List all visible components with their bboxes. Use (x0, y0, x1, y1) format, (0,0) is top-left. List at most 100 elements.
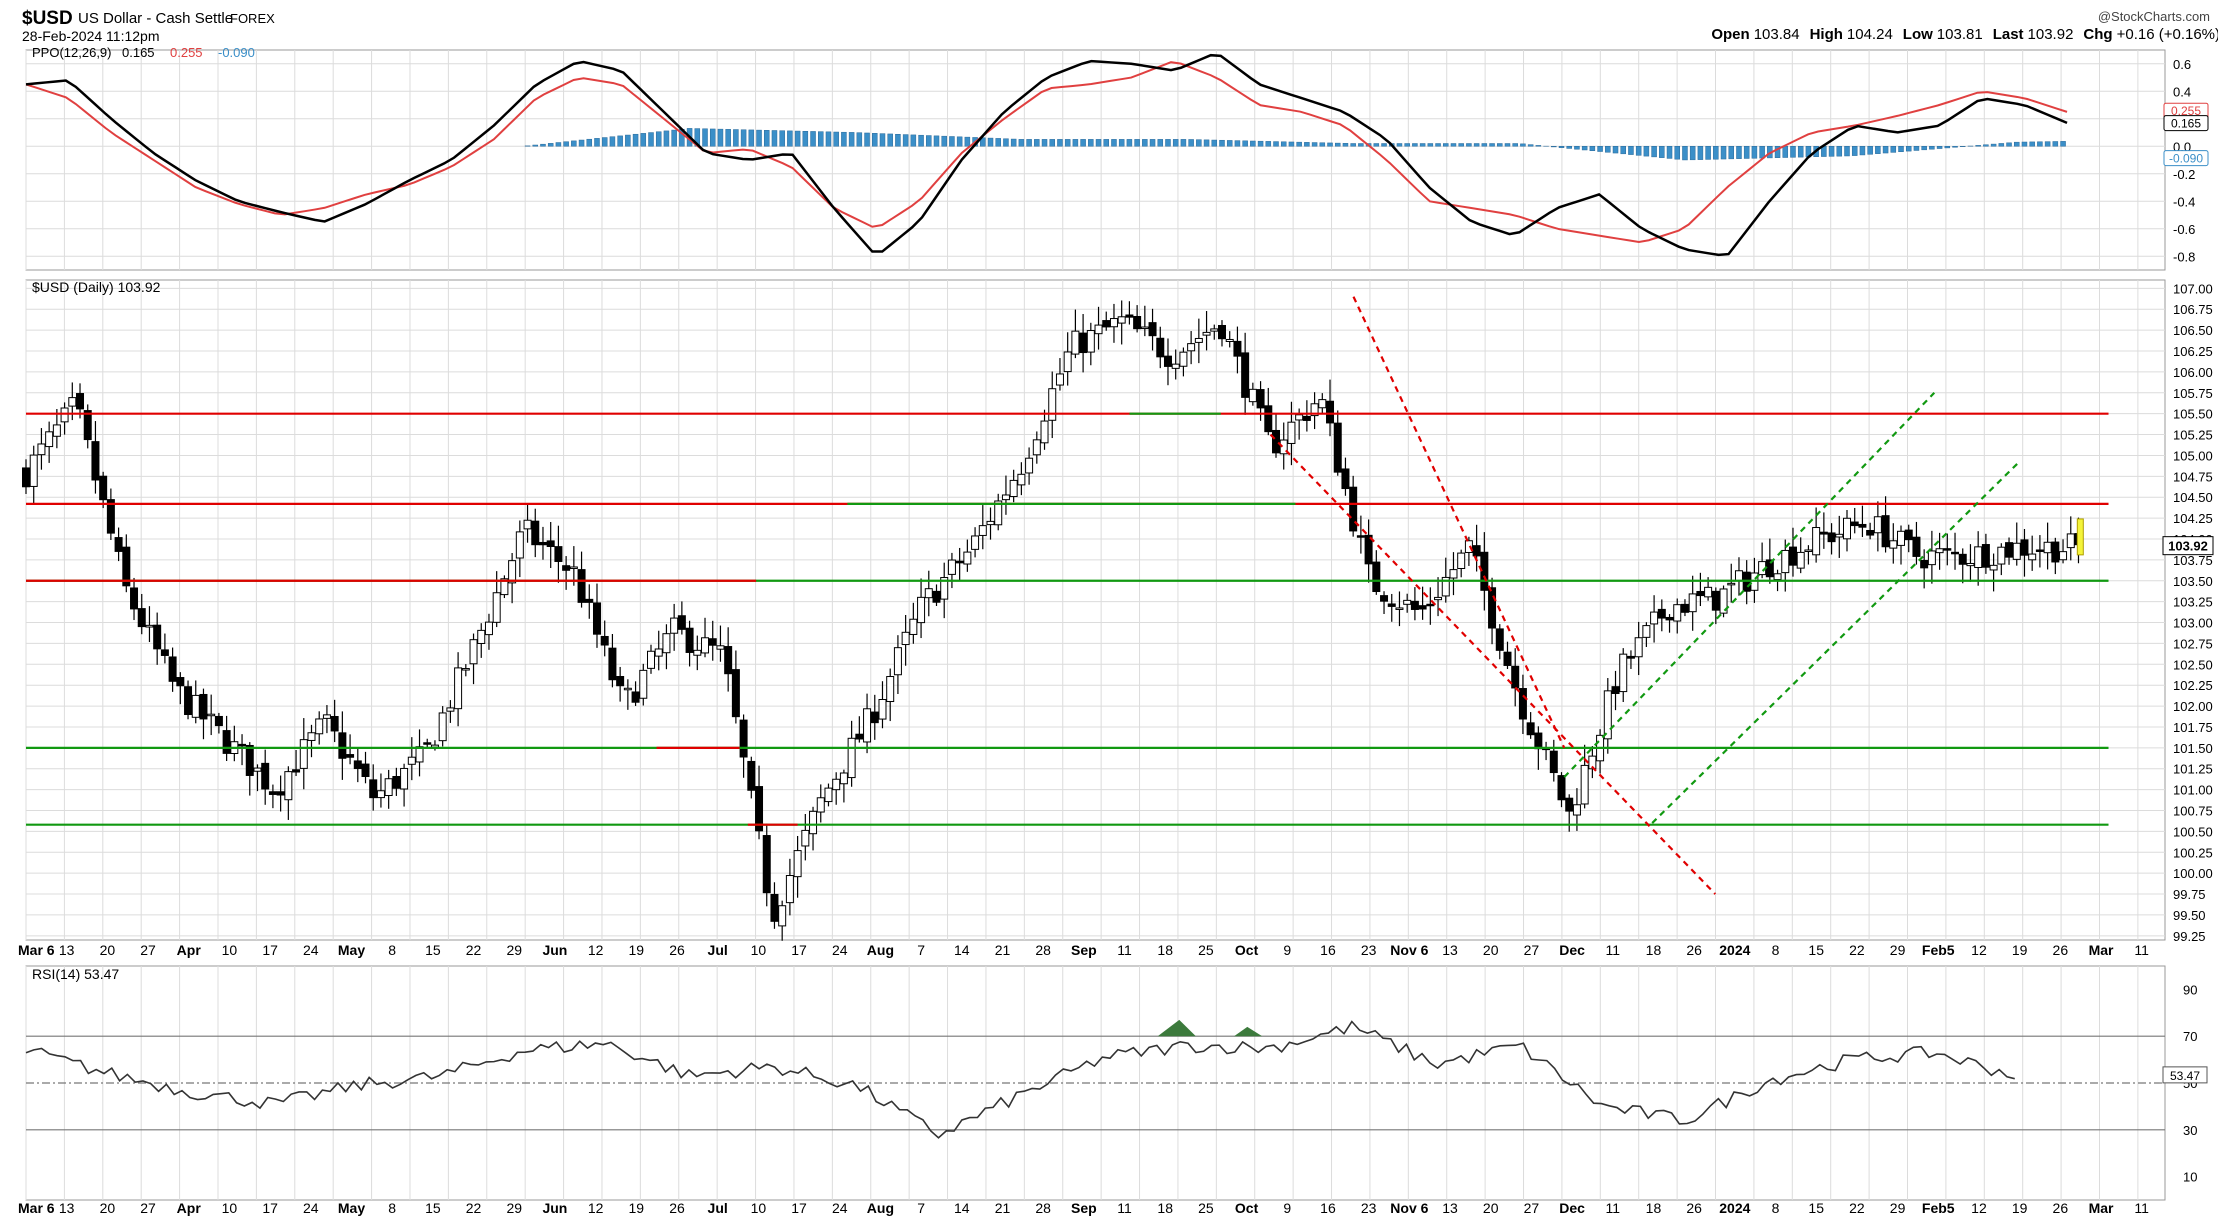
candle-body (2028, 553, 2037, 561)
histogram-bar (571, 140, 577, 147)
candle-body (917, 596, 926, 624)
date-tick-label: 8 (388, 1200, 396, 1216)
candle-body (1812, 527, 1821, 556)
candle-body (130, 587, 139, 610)
candle-body (1488, 587, 1497, 629)
histogram-bar (802, 130, 809, 147)
candle-body (2051, 541, 2060, 563)
candle-body (1958, 553, 1967, 565)
date-tick-label: 26 (669, 1200, 685, 1216)
histogram-bar (818, 131, 824, 147)
candle-body (284, 771, 293, 801)
histogram-bar (1782, 146, 1789, 158)
candle-body (83, 410, 92, 441)
ohlc-value: 103.81 (1937, 26, 1983, 43)
candle-body (191, 694, 200, 718)
histogram-bar (547, 143, 554, 147)
candle-body (863, 708, 872, 743)
histogram-bar (1520, 143, 1526, 147)
candle-body (1889, 540, 1898, 549)
candle-body (1326, 400, 1335, 424)
histogram-bar (1257, 140, 1264, 147)
date-tick-label: 22 (1849, 942, 1865, 958)
histogram-bar (1674, 146, 1680, 160)
ppo-tick-label: -0.4 (2173, 194, 2195, 209)
date-tick-label: 29 (1890, 1200, 1906, 1216)
candle-body (1179, 351, 1188, 367)
candle-body (1734, 570, 1743, 582)
date-tick-label: 22 (1849, 1200, 1865, 1216)
histogram-bar (1473, 143, 1480, 147)
histogram-bar (787, 130, 793, 147)
date-tick-label: Feb5 (1922, 1200, 1955, 1216)
candle-body (1372, 561, 1381, 593)
candle-body (1804, 549, 1813, 552)
candle-body (214, 715, 223, 727)
candle-body (623, 687, 632, 691)
date-tick-label: 2024 (1719, 942, 1750, 958)
histogram-bar (733, 129, 739, 147)
date-tick-label: Sep (1071, 1200, 1097, 1216)
candle-body (184, 686, 193, 715)
date-tick-label: 17 (262, 1200, 278, 1216)
price-tick-label: 99.75 (2173, 887, 2206, 902)
candle-body (1079, 332, 1088, 354)
candle-body (392, 775, 401, 789)
date-tick-label: 10 (222, 1200, 238, 1216)
histogram-bar (1049, 139, 1055, 147)
candle-body (1850, 521, 1859, 527)
histogram-bar (879, 133, 886, 147)
candle-body (1040, 420, 1049, 444)
histogram-bar (995, 138, 1001, 147)
histogram-bar (1844, 146, 1850, 157)
candle-body (1866, 529, 1875, 536)
histogram-bar (1867, 146, 1873, 155)
histogram-bar (1041, 139, 1048, 147)
candle-body (1696, 590, 1705, 597)
candle-body (361, 763, 370, 778)
candle-body (1897, 530, 1906, 546)
ppo-legend-name: PPO(12,26,9) (32, 45, 112, 60)
date-tick-label: Mar 6 (18, 1200, 55, 1216)
date-tick-label: 13 (1442, 1200, 1458, 1216)
candle-body (1611, 686, 1620, 695)
candle-body (785, 875, 794, 904)
histogram-bar (1628, 146, 1634, 155)
histogram-bar (1589, 146, 1596, 152)
candle-body (2005, 542, 2014, 558)
candle-body (1966, 562, 1975, 567)
candle-body (1171, 363, 1180, 369)
candle-body (1302, 415, 1311, 421)
candle-body (37, 443, 46, 456)
histogram-bar (987, 137, 994, 147)
date-tick-label: 13 (59, 1200, 75, 1216)
ohlc-value: 103.84 (1754, 26, 1800, 43)
date-tick-label: 21 (995, 1200, 1011, 1216)
date-tick-label: 8 (1772, 942, 1780, 958)
date-tick-label: 18 (1646, 1200, 1662, 1216)
trend-channel-line (1269, 433, 1717, 895)
candle-body (1711, 590, 1720, 611)
watermark: @StockCharts.com (2098, 9, 2210, 24)
ohlc-label: Chg (2083, 26, 2112, 43)
candle-body (1935, 548, 1944, 554)
panel-frame (25, 279, 2166, 941)
candle-body (523, 519, 532, 530)
date-tick-label: 15 (1808, 942, 1824, 958)
price-tick-label: 100.75 (2173, 804, 2213, 819)
candle-body (1349, 486, 1358, 532)
candle-body (1819, 531, 1828, 535)
histogram-bar (601, 137, 608, 147)
date-tick-label: 15 (425, 1200, 441, 1216)
histogram-bar (1080, 139, 1086, 147)
histogram-bar (941, 135, 947, 147)
ohlc-readout: Open 103.84 High 104.24 Low 103.81 Last 103.92 C… (1711, 26, 2218, 43)
candle-body (1241, 352, 1250, 398)
candle-body (1125, 314, 1134, 318)
date-tick-label: 11 (1606, 942, 1621, 958)
candle-body (1264, 405, 1273, 433)
histogram-bar (1219, 139, 1225, 147)
candle-body (1858, 523, 1867, 528)
trend-channel-line (1563, 392, 1936, 778)
